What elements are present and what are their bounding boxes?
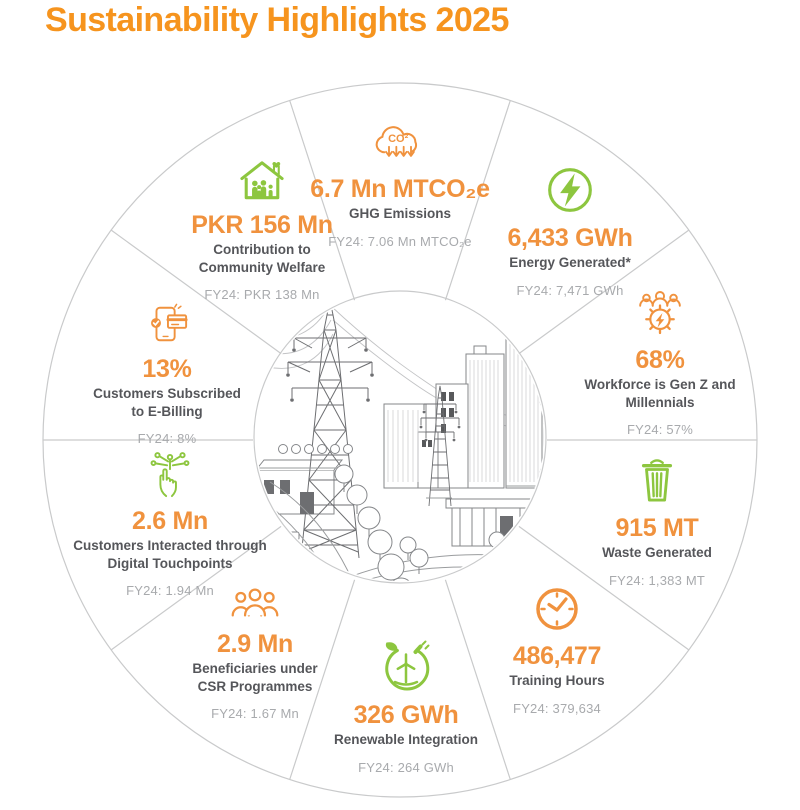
people-group-icon bbox=[227, 585, 283, 621]
metric-previous-year: FY24: 379,634 bbox=[513, 700, 601, 716]
metric-value: 68% bbox=[635, 346, 685, 374]
segment-community-welfare: PKR 156 Mn Contribution to Community Wel… bbox=[162, 158, 362, 302]
mobile-bill-icon bbox=[142, 302, 192, 346]
touch-network-icon bbox=[144, 448, 196, 498]
metric-label: Energy Generated* bbox=[509, 255, 631, 271]
segment-waste-generated: 915 MT Waste Generated FY24: 1,383 MT bbox=[572, 455, 742, 588]
metric-value: 6.7 Mn MTCO₂e bbox=[310, 175, 490, 203]
metric-previous-year: FY24: 1,383 MT bbox=[608, 572, 705, 588]
metric-label: Beneficiaries under CSR Programmes bbox=[192, 661, 318, 694]
metric-label: Workforce is Gen Z and Millennials bbox=[584, 377, 736, 410]
metric-previous-year: FY24: 7.06 Mn MTCO₂e bbox=[328, 233, 472, 249]
leaf-plug-turbine-icon bbox=[380, 640, 432, 692]
co2-cloud-icon: CO² bbox=[371, 122, 429, 166]
trash-bin-icon bbox=[636, 455, 678, 505]
metric-value: 326 GWh bbox=[353, 701, 459, 729]
segment-digital-touchpoints: 2.6 Mn Customers Interacted through Digi… bbox=[60, 448, 280, 598]
segment-workforce-genz: 68% Workforce is Gen Z and Millennials F… bbox=[572, 288, 748, 437]
metric-label: Customers Interacted through Digital Tou… bbox=[73, 538, 267, 571]
gear-people-icon bbox=[631, 288, 689, 337]
segment-energy-generated: 6,433 GWh Energy Generated* FY24: 7,471 … bbox=[470, 165, 670, 298]
svg-text:CO²: CO² bbox=[388, 133, 409, 145]
metric-previous-year: FY24: 8% bbox=[137, 431, 197, 447]
metric-label: Customers Subscribed to E-Billing bbox=[93, 386, 241, 419]
metric-value: 13% bbox=[142, 355, 192, 383]
metric-label: Training Hours bbox=[509, 673, 605, 689]
metric-previous-year: FY24: 57% bbox=[626, 422, 694, 438]
segment-renewable-integration: 326 GWh Renewable Integration FY24: 264 … bbox=[301, 640, 511, 775]
metric-value: 2.9 Mn bbox=[217, 630, 293, 658]
metric-label: Contribution to Community Welfare bbox=[198, 242, 326, 275]
metric-value: 6,433 GWh bbox=[507, 224, 633, 252]
metric-previous-year: FY24: 7,471 GWh bbox=[516, 282, 624, 298]
metric-previous-year: FY24: PKR 138 Mn bbox=[204, 287, 320, 303]
metric-label: Renewable Integration bbox=[333, 732, 479, 748]
metric-previous-year: FY24: 1.94 Mn bbox=[126, 583, 214, 599]
segment-e-billing: 13% Customers Subscribed to E-Billing FY… bbox=[67, 302, 267, 446]
clock-icon bbox=[533, 585, 581, 633]
metric-value: 915 MT bbox=[615, 514, 699, 542]
center-illustration bbox=[256, 299, 544, 581]
segment-training-hours: 486,477 Training Hours FY24: 379,634 bbox=[467, 585, 647, 716]
segment-ghg-emissions: CO² 6.7 Mn MTCO₂e GHG Emissions FY24: 7.… bbox=[285, 122, 515, 249]
metric-label: GHG Emissions bbox=[348, 206, 452, 222]
metric-previous-year: FY24: 1.67 Mn bbox=[211, 706, 299, 722]
metric-value: PKR 156 Mn bbox=[191, 211, 333, 239]
metric-label: Waste Generated bbox=[602, 545, 712, 561]
metric-value: 486,477 bbox=[512, 642, 602, 670]
segment-csr-beneficiaries: 2.9 Mn Beneficiaries under CSR Programme… bbox=[170, 585, 340, 721]
page-title: Sustainability Highlights 2025 bbox=[45, 1, 509, 39]
metric-value: 2.6 Mn bbox=[132, 507, 208, 535]
house-family-icon bbox=[235, 158, 289, 202]
lightning-circle-icon bbox=[545, 165, 595, 215]
metric-previous-year: FY24: 264 GWh bbox=[358, 759, 454, 775]
